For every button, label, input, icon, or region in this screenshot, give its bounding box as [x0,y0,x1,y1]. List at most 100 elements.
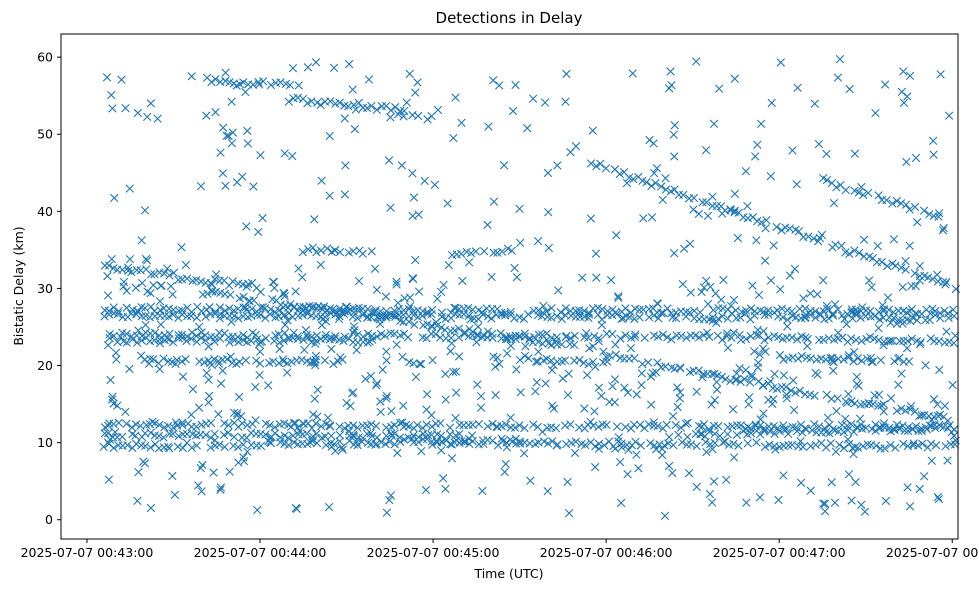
data-point-marker [372,332,382,341]
data-point-marker [334,314,344,324]
data-point-marker [308,410,318,419]
data-point-marker [109,399,118,408]
data-point-marker [280,328,289,338]
data-point-marker [407,434,417,443]
data-point-marker [335,247,345,257]
data-point-marker [692,482,701,492]
data-point-marker [544,208,553,217]
data-point-marker [393,110,403,119]
data-point-marker [866,353,876,363]
data-point-marker [769,421,778,431]
data-point-marker [794,227,804,236]
data-point-marker [635,305,644,315]
data-point-marker [615,169,624,179]
data-point-marker [857,182,866,192]
data-point-marker [608,329,617,339]
data-point-marker [890,357,899,366]
data-point-marker [664,461,674,471]
data-point-marker [685,308,694,317]
data-point-marker [103,429,113,438]
data-point-marker [853,354,862,363]
data-point-marker [740,374,749,384]
data-point-marker [178,372,188,381]
data-point-marker [333,308,342,317]
data-point-marker [941,280,950,289]
data-point-marker [866,306,875,316]
data-point-marker [657,308,666,318]
data-point-marker [552,441,561,450]
data-point-marker [931,424,940,433]
data-point-marker [242,222,251,231]
data-point-marker [857,356,866,365]
data-point-marker [913,218,922,227]
data-point-marker [756,306,765,315]
data-point-marker [399,401,408,410]
data-point-marker [657,182,666,191]
data-point-marker [335,98,344,107]
data-point-marker [825,429,834,438]
data-point-marker [553,161,562,170]
data-point-marker [205,303,214,312]
data-point-marker [353,440,362,450]
data-point-marker [279,311,289,320]
data-point-marker [741,365,750,375]
data-point-marker [103,271,112,281]
data-point-marker [820,507,830,516]
data-point-marker [787,307,797,316]
data-point-marker [901,265,910,274]
data-point-marker [219,430,229,440]
data-point-marker [118,432,127,442]
data-point-marker [366,428,375,438]
data-point-marker [323,413,333,422]
data-point-marker [759,424,768,434]
data-point-marker [227,138,237,148]
data-point-marker [123,263,133,272]
data-point-marker [886,394,896,403]
data-point-marker [663,333,672,342]
data-point-marker [108,392,117,401]
data-point-marker [376,397,385,406]
data-point-marker [387,407,396,416]
data-point-marker [664,84,674,93]
data-point-marker [400,294,409,303]
data-point-marker [924,411,934,421]
data-point-marker [709,119,719,128]
data-point-marker [196,333,206,342]
data-point-marker [341,161,350,170]
data-point-marker [837,241,846,250]
data-point-marker [206,443,215,452]
data-point-marker [110,193,119,203]
data-point-marker [564,369,573,378]
data-point-marker [855,414,865,423]
data-point-marker [348,430,358,439]
data-point-marker [931,441,941,450]
data-point-marker [196,277,206,286]
data-point-marker [795,386,805,395]
data-point-marker [642,178,651,187]
data-point-marker [523,124,532,133]
data-point-marker [729,328,738,337]
data-point-marker [854,381,863,390]
data-point-marker [420,176,429,186]
data-point-marker [382,347,391,356]
data-point-marker [930,310,940,320]
data-point-marker [542,354,551,364]
data-point-marker [451,93,460,102]
data-point-marker [270,283,279,293]
data-point-marker [510,314,519,323]
data-point-marker [225,467,234,476]
data-point-marker [603,307,612,316]
data-point-marker [850,347,859,357]
data-point-marker [390,421,399,430]
data-point-marker [109,303,118,312]
data-point-marker [710,395,720,405]
data-point-marker [413,78,422,87]
data-point-marker [649,169,659,178]
data-point-marker [647,213,657,222]
data-point-marker [789,376,798,385]
data-point-marker [487,314,496,323]
data-point-marker [225,338,234,347]
data-point-marker [318,315,327,324]
data-point-marker [538,427,547,437]
data-point-marker [671,420,680,430]
